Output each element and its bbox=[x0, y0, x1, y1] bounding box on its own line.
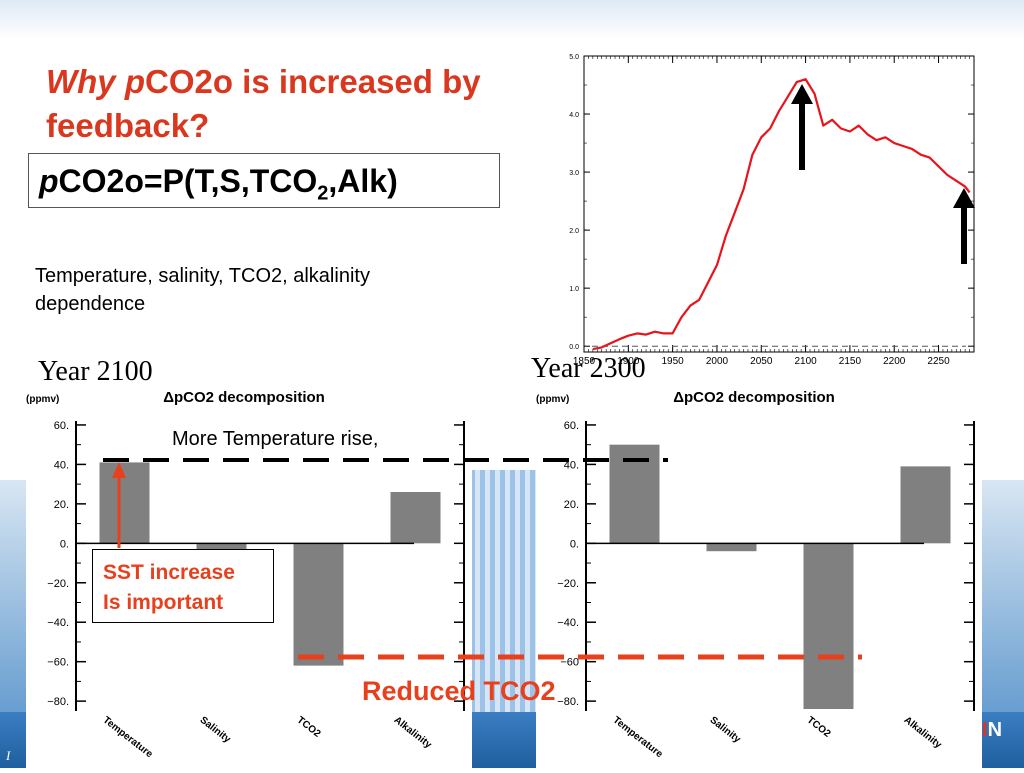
x-tick-label: 2100 bbox=[794, 356, 817, 367]
timeseries-panel: 1850 1900 1950 2000 2050 2100 2150 2200 2250 0.0 1… bbox=[548, 48, 980, 370]
footer-logo: IN bbox=[982, 719, 1002, 742]
title-rest: CO2o is increased by feedback? bbox=[46, 63, 481, 144]
y-tick-label: 2.0 bbox=[569, 228, 579, 235]
formula-tail: ,Alk) bbox=[328, 163, 398, 199]
y-tick-label: 5.0 bbox=[569, 54, 579, 61]
slide-title: Why pCO2o is increased by feedback? bbox=[46, 60, 526, 148]
footer-initial: I bbox=[6, 748, 11, 763]
y-tick-label: 60. bbox=[564, 420, 579, 432]
bar bbox=[196, 543, 247, 550]
y-tick-label: 20. bbox=[54, 499, 69, 511]
description-text: Temperature, salinity, TCO2, alkalinity … bbox=[35, 265, 370, 315]
y-tick-label: −60 bbox=[560, 657, 579, 669]
unit-label: (ppmv) bbox=[26, 394, 59, 405]
y-tick-label: 40. bbox=[54, 459, 69, 471]
x-tick-label: 2150 bbox=[839, 356, 862, 367]
y-tick-label: 0.0 bbox=[569, 344, 579, 351]
x-tick-label: 2200 bbox=[883, 356, 906, 367]
formula-box: pCO2o=P(T,S,TCO2,Alk) bbox=[28, 153, 500, 208]
peak-arrow-head bbox=[791, 84, 813, 104]
y-tick-label: 1.0 bbox=[569, 286, 579, 293]
y-tick-label: 0. bbox=[60, 538, 69, 550]
plot-frame bbox=[583, 55, 975, 353]
y-tick-label: 3.0 bbox=[569, 170, 579, 177]
unit-label: (ppmv) bbox=[536, 394, 569, 405]
sst-callout-box: SST increase Is important bbox=[92, 549, 274, 623]
bar-chart-2100: ΔpCO2 decomposition (ppmv) 60. 40. 20. 0. −20.… bbox=[26, 389, 465, 760]
formula-main: CO2o=P(T,S,TCO bbox=[58, 163, 318, 199]
x-tick-label: 1850 bbox=[573, 356, 596, 367]
y-tick-label: 0. bbox=[570, 538, 579, 550]
x-tick-label: 2000 bbox=[706, 356, 729, 367]
y-tick-label: 40. bbox=[564, 459, 579, 471]
sst-line-2: Is important bbox=[103, 591, 224, 614]
y-tick-label: 4.0 bbox=[569, 112, 579, 119]
series-line bbox=[592, 78, 971, 351]
bar bbox=[900, 466, 951, 544]
formula-italic: p bbox=[39, 163, 59, 199]
sst-line-1: SST increase bbox=[103, 561, 235, 584]
x-tick-label: 2250 bbox=[927, 356, 950, 367]
bar-chart-2300: ΔpCO2 decomposition (ppmv) 60. 40. 20. 0. −20.… bbox=[536, 389, 975, 760]
footer-logo-end: N bbox=[987, 719, 1003, 741]
y-tick-label: −20. bbox=[557, 578, 579, 590]
formula-subscript: 2 bbox=[317, 182, 329, 205]
chart-title: ΔpCO2 decomposition bbox=[673, 389, 835, 406]
y-tick-label: −40. bbox=[557, 617, 579, 629]
x-tick-label: 2050 bbox=[750, 356, 773, 367]
top-banner bbox=[0, 0, 1024, 40]
end-arrow-head bbox=[953, 188, 975, 208]
y-tick-label: −80. bbox=[557, 696, 579, 708]
y-tick-label: −20. bbox=[47, 578, 69, 590]
bar bbox=[390, 492, 441, 544]
sst-arrow-head bbox=[112, 462, 126, 478]
reduced-tco2-label: Reduced TCO2 bbox=[362, 676, 556, 706]
chart-title: ΔpCO2 decomposition bbox=[163, 389, 325, 406]
x-tick-label: 1900 bbox=[617, 356, 640, 367]
bar bbox=[706, 543, 757, 552]
y-tick-label: 60. bbox=[54, 420, 69, 432]
year-left-label: Year 2100 bbox=[38, 356, 153, 387]
temperature-callout: More Temperature rise, bbox=[172, 428, 379, 451]
title-italic: Why p bbox=[46, 63, 145, 100]
bar bbox=[293, 543, 344, 666]
y-tick-label: −40. bbox=[47, 617, 69, 629]
y-tick-label: −60. bbox=[47, 657, 69, 669]
x-tick-label: 1950 bbox=[662, 356, 685, 367]
y-tick-label: 20. bbox=[564, 499, 579, 511]
bar-chart-2300-panel: ΔpCO2 decomposition (ppmv) 60. 40. 20. 0. −20.… bbox=[536, 385, 982, 768]
timeseries-chart: 1850 1900 1950 2000 2050 2100 2150 2200 2250 0.0 1… bbox=[569, 54, 975, 367]
year-right-label: Year 2300 bbox=[531, 353, 646, 384]
y-tick-label: −80. bbox=[47, 696, 69, 708]
footer-logo-accent: I bbox=[982, 719, 988, 741]
bar bbox=[803, 543, 854, 710]
